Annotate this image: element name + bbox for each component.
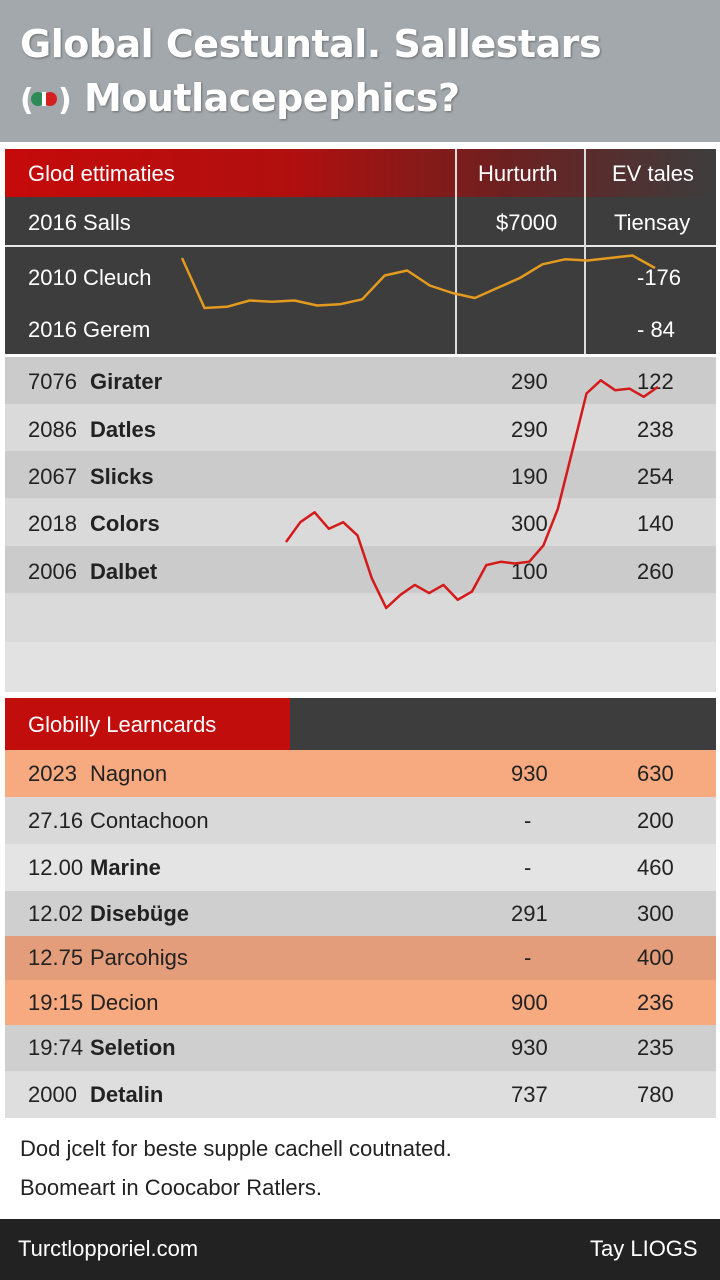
table-row xyxy=(5,594,716,642)
detail-row-col3: 260 xyxy=(637,559,674,584)
page-subtitle: Moutlacepephics? xyxy=(84,76,460,120)
table-row xyxy=(5,451,716,498)
page-title: Global Cestuntal. Sallestars xyxy=(20,22,602,66)
learncards-row-year: 19:74 xyxy=(28,1035,84,1060)
table-row xyxy=(5,357,716,404)
learncards-row-year: 2000 xyxy=(28,1082,77,1107)
learncards-row-col2: - xyxy=(524,855,532,880)
summary-row-label: 2016 Gerem xyxy=(28,317,151,342)
learncards-row-name: Marine xyxy=(90,855,161,880)
detail-row-col2: 290 xyxy=(511,417,548,442)
summary-header-label: Glod ettimaties xyxy=(28,161,175,186)
learncards-row-year: 2023 xyxy=(28,761,77,786)
table-row xyxy=(5,844,716,891)
detail-row-year: 2086 xyxy=(28,417,77,442)
detail-row-year: 7076 xyxy=(28,369,77,394)
learncards-row-col3: 780 xyxy=(637,1082,674,1107)
detail-row-year: 2006 xyxy=(28,559,77,584)
learncards-row-name: Parcohigs xyxy=(90,945,188,970)
learncards-row-name: Contachoon xyxy=(90,808,209,833)
column-divider xyxy=(455,149,457,354)
table-row xyxy=(5,404,716,451)
learncards-row-name: Detalin xyxy=(90,1082,164,1107)
detail-row-col2: 190 xyxy=(511,464,548,489)
learncards-row-col3: 200 xyxy=(637,808,674,833)
learncards-row-col2: 737 xyxy=(511,1082,548,1107)
detail-row-name: Girater xyxy=(90,369,163,394)
summary-row-label: 2010 Cleuch xyxy=(28,265,152,290)
learncards-row-year: 12.00 xyxy=(28,855,84,880)
footer-brand: Tay LIOGS xyxy=(590,1236,698,1261)
detail-row-col2: 300 xyxy=(511,511,548,536)
footer-website-link[interactable]: Turctlopporiel.com xyxy=(18,1236,199,1261)
learncards-row-name: Seletion xyxy=(90,1035,176,1060)
table-row xyxy=(5,1071,716,1118)
column-divider xyxy=(584,149,586,354)
learncards-row-col2: - xyxy=(524,808,532,833)
table-row xyxy=(5,1025,716,1071)
table-row xyxy=(5,499,716,546)
detail-row-col3: 254 xyxy=(637,464,674,489)
learncards-row-col3: 235 xyxy=(637,1035,674,1060)
svg-text:): ) xyxy=(58,83,70,116)
table-row xyxy=(5,546,716,593)
detail-row-col3: 140 xyxy=(637,511,674,536)
learncards-row-col3: 236 xyxy=(637,990,674,1015)
learncards-title: Globilly Learncards xyxy=(28,712,217,737)
learncards-row-year: 12.75 xyxy=(28,945,84,970)
summary-row-col3: Tiensay xyxy=(614,210,691,235)
detail-row-year: 2067 xyxy=(28,464,77,489)
svg-text:(: ( xyxy=(20,83,34,116)
learncards-row-col2: - xyxy=(524,945,532,970)
summary-row-col2: $7000 xyxy=(496,210,558,235)
footnote-line: Boomeart in Coocabor Ratlers. xyxy=(20,1175,323,1200)
chart-line-series-0-0 xyxy=(180,254,656,310)
table-row xyxy=(5,891,716,936)
learncards-row-col2: 930 xyxy=(511,761,548,786)
table-row xyxy=(5,980,716,1025)
learncards-row-col2: 900 xyxy=(511,990,548,1015)
flag-icon: ( ) xyxy=(20,83,70,116)
detail-row-col3: 238 xyxy=(637,417,674,442)
summary-header-col3: EV tales xyxy=(612,161,694,186)
detail-row-col2: 290 xyxy=(511,369,548,394)
learncards-row-col2: 291 xyxy=(511,901,548,926)
learncards-row-year: 19:15 xyxy=(28,990,84,1015)
summary-table-header xyxy=(5,149,716,197)
table-row xyxy=(5,750,716,797)
learncards-row-year: 27.16 xyxy=(28,808,84,833)
learncards-row-col3: 300 xyxy=(637,901,674,926)
table-row xyxy=(5,797,716,844)
row-divider xyxy=(5,245,716,247)
header-banner: Global Cestuntal. Sallestars ( ) Moutlac… xyxy=(0,0,720,142)
learncards-row-name: Disebüge xyxy=(90,901,190,926)
learncards-row-name: Nagnon xyxy=(90,761,168,786)
detail-row-name: Dalbet xyxy=(90,559,158,584)
summary-row-col3: -176 xyxy=(637,265,682,290)
chart-line-series-1-0 xyxy=(284,379,659,610)
summary-header-col2: Hurturth xyxy=(478,161,558,186)
table-row xyxy=(5,936,716,980)
learncards-row-col3: 460 xyxy=(637,855,674,880)
table-row xyxy=(5,642,716,692)
learncards-header-accent xyxy=(5,698,290,750)
footer-bar: Turctlopporiel.com Tay LIOGS xyxy=(0,1219,720,1280)
detail-row-name: Datles xyxy=(90,417,157,442)
detail-row-year: 2018 xyxy=(28,511,77,536)
detail-row-name: Colors xyxy=(90,511,160,536)
learncards-row-name: Decion xyxy=(90,990,159,1015)
summary-row-col3: - 84 xyxy=(637,317,675,342)
learncards-row-col3: 400 xyxy=(637,945,674,970)
learncards-row-year: 12.02 xyxy=(28,901,84,926)
footnote-line: Dod jcelt for beste supple cachell coutn… xyxy=(20,1136,452,1161)
learncards-row-col3: 630 xyxy=(637,761,674,786)
summary-row-label: 2016 Salls xyxy=(28,210,131,235)
detail-row-name: Slicks xyxy=(90,464,154,489)
learncards-row-col2: 930 xyxy=(511,1035,548,1060)
